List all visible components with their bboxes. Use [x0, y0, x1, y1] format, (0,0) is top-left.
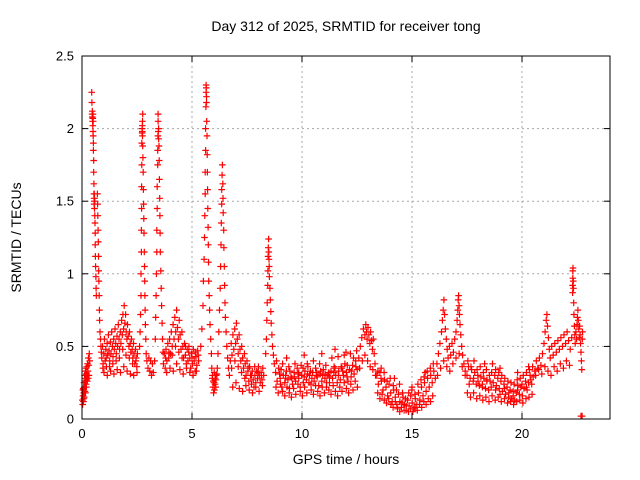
- y-tick-label: 0.5: [56, 339, 74, 354]
- data-point-markers: [79, 81, 586, 420]
- x-tick-label: 5: [188, 426, 195, 441]
- x-tick-label: 15: [405, 426, 419, 441]
- y-tick-label: 2.5: [56, 49, 74, 64]
- chart-title: Day 312 of 2025, SRMTID for receiver ton…: [211, 18, 480, 34]
- y-axis-label: SRMTID / TECUs: [8, 182, 24, 292]
- gridlines: [82, 56, 610, 419]
- plot-border: [81, 55, 611, 420]
- y-tick-label: 2: [67, 121, 74, 136]
- x-tick-label: 10: [295, 426, 309, 441]
- y-tick-label: 1: [67, 266, 74, 281]
- y-tick-label: 1.5: [56, 194, 74, 209]
- tick-labels: 0 5 10 15 20 0 0.5 1 1.5 2 2.5: [56, 49, 529, 442]
- x-tick-label: 0: [78, 426, 85, 441]
- y-tick-label: 0: [67, 412, 74, 427]
- x-axis-label: GPS time / hours: [293, 451, 400, 467]
- x-tick-label: 20: [515, 426, 529, 441]
- axis-ticks: [81, 55, 610, 420]
